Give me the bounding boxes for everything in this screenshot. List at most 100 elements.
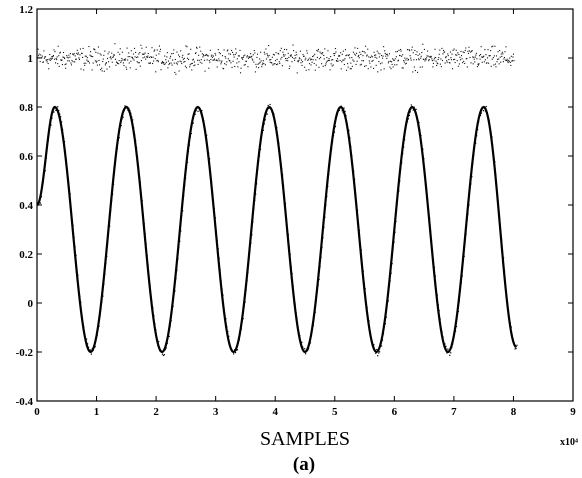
noise-point <box>343 63 345 66</box>
noise-point <box>191 62 193 64</box>
noise-point <box>200 59 202 61</box>
noise-point <box>478 63 480 65</box>
noise-point <box>127 59 129 61</box>
sine-point <box>499 217 501 219</box>
sine-point <box>308 343 311 345</box>
sine-point <box>120 125 122 127</box>
noise-point <box>356 60 358 62</box>
sine-point <box>502 257 505 259</box>
sine-point <box>372 344 374 346</box>
noise-point <box>143 53 145 55</box>
noise-point <box>377 71 379 73</box>
sine-point <box>430 240 433 242</box>
noise-point <box>189 66 191 68</box>
sine-point <box>304 348 306 350</box>
noise-point <box>436 64 438 67</box>
noise-point <box>352 59 354 61</box>
noise-point <box>154 49 156 51</box>
noise-point <box>203 55 205 57</box>
sine-point <box>504 284 507 286</box>
noise-point <box>373 51 375 53</box>
noise-point <box>361 50 363 52</box>
noise-point <box>414 70 416 72</box>
sine-point <box>185 167 188 169</box>
sine-point <box>164 349 166 351</box>
sine-point <box>105 262 107 265</box>
noise-point <box>446 60 448 62</box>
noise-point <box>142 57 144 59</box>
sine-point <box>367 319 369 321</box>
sine-point <box>335 117 337 119</box>
noise-point <box>66 55 68 57</box>
noise-point <box>183 57 185 59</box>
noise-point <box>332 64 334 66</box>
sine-point <box>315 300 317 302</box>
noise-point <box>177 54 180 56</box>
sine-point <box>407 118 410 120</box>
sine-point <box>263 123 265 125</box>
noise-point <box>466 58 468 60</box>
sine-point <box>92 349 94 351</box>
sine-point <box>291 273 293 275</box>
sine-point <box>391 263 393 265</box>
noise-point <box>378 56 380 58</box>
noise-point <box>300 59 303 61</box>
sine-point <box>374 349 376 352</box>
noise-point <box>411 46 413 48</box>
noise-point <box>394 58 396 60</box>
noise-point <box>233 56 235 58</box>
sine-point <box>390 272 392 274</box>
noise-point <box>157 61 159 63</box>
sine-point <box>394 231 396 233</box>
sine-point <box>126 105 128 108</box>
noise-point <box>109 57 111 59</box>
noise-point <box>329 69 331 71</box>
sine-point <box>340 105 342 107</box>
noise-point <box>350 68 352 70</box>
noise-point <box>427 55 429 57</box>
noise-point <box>216 59 218 61</box>
sine-point <box>410 104 412 106</box>
noise-point <box>499 56 501 58</box>
sine-point <box>66 170 68 172</box>
noise-point <box>170 62 172 64</box>
noise-point <box>427 50 429 52</box>
sine-point <box>469 190 471 192</box>
sine-point <box>295 311 297 314</box>
noise-point <box>473 58 475 60</box>
sine-point <box>418 121 420 124</box>
noise-point <box>484 59 486 61</box>
sine-point <box>309 342 312 344</box>
sine-point <box>182 210 184 212</box>
sine-point <box>376 348 378 351</box>
noise-point <box>57 63 59 65</box>
noise-point <box>56 59 58 61</box>
noise-point <box>96 64 98 66</box>
noise-point <box>468 50 471 52</box>
x-tick-label: 4 <box>272 406 278 418</box>
noise-point <box>366 55 368 57</box>
sine-point <box>216 239 218 241</box>
noise-point <box>43 57 45 59</box>
noise-point <box>303 55 305 57</box>
noise-point <box>130 50 132 52</box>
noise-point <box>156 60 158 62</box>
sine-point <box>275 124 277 126</box>
noise-point <box>311 61 313 63</box>
noise-point <box>316 56 318 58</box>
sine-point <box>449 354 451 356</box>
noise-point <box>314 69 316 71</box>
noise-point <box>251 58 253 60</box>
noise-point <box>286 58 288 60</box>
noise-point <box>380 54 383 57</box>
noise-point <box>453 48 455 50</box>
noise-point <box>503 58 505 60</box>
noise-point <box>446 61 448 63</box>
sine-point <box>134 134 136 136</box>
sine-point <box>170 320 172 322</box>
noise-point <box>428 58 430 61</box>
noise-point <box>338 55 340 57</box>
sine-point <box>78 290 80 292</box>
noise-point <box>454 61 456 64</box>
noise-point <box>415 59 418 61</box>
